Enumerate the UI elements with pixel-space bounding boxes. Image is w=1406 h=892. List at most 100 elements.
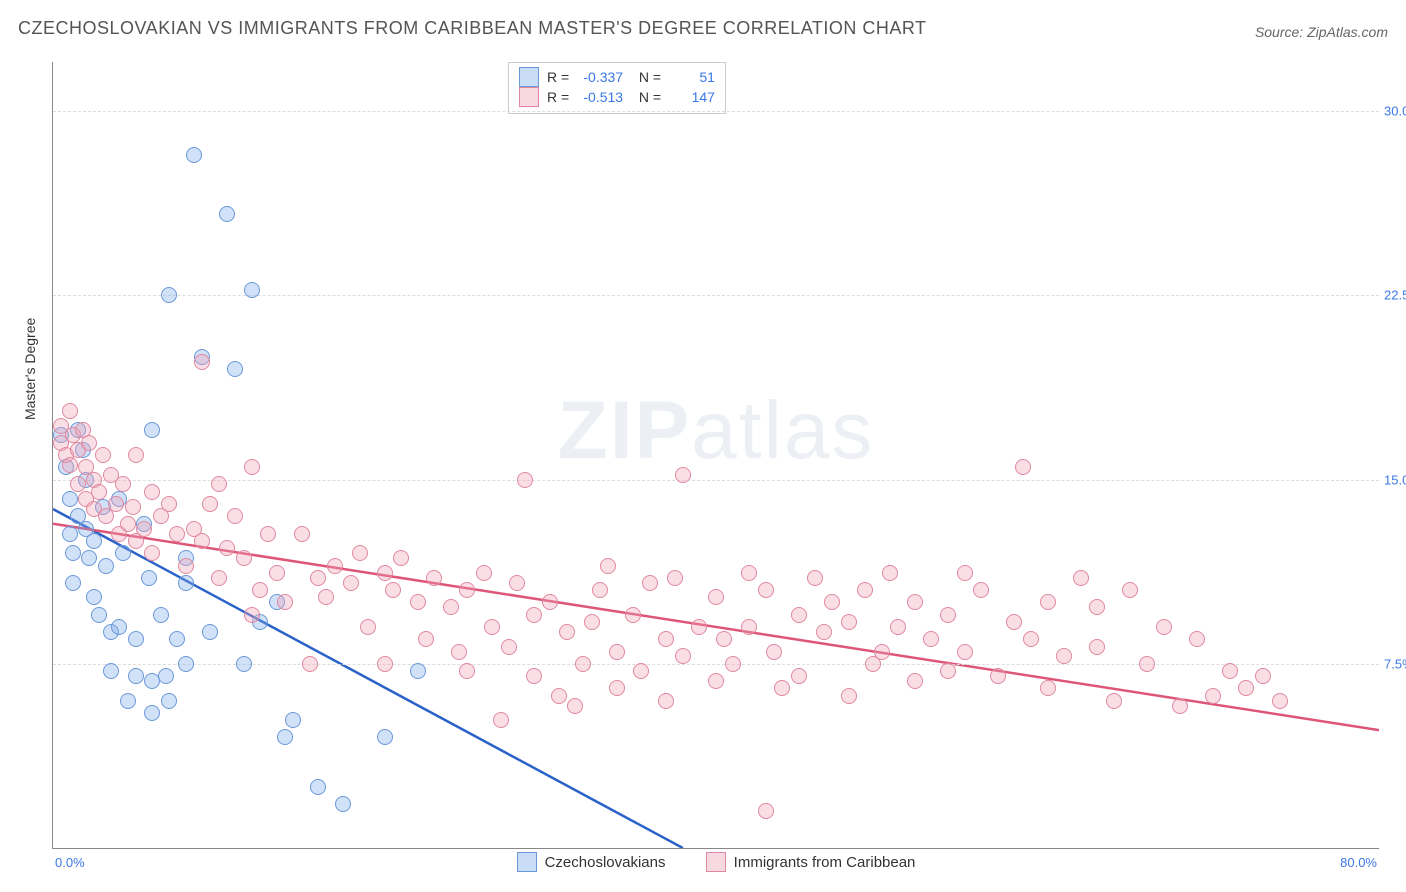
data-point (675, 467, 691, 483)
data-point (81, 550, 97, 566)
data-point (144, 484, 160, 500)
data-point (186, 147, 202, 163)
data-point (675, 648, 691, 664)
y-axis-title: Master's Degree (22, 318, 38, 420)
data-point (940, 607, 956, 623)
data-point (584, 614, 600, 630)
data-point (807, 570, 823, 586)
data-point (609, 644, 625, 660)
data-point (327, 558, 343, 574)
data-point (1238, 680, 1254, 696)
data-point (178, 575, 194, 591)
data-point (824, 594, 840, 610)
data-point (542, 594, 558, 610)
data-point (1040, 680, 1056, 696)
data-point (1205, 688, 1221, 704)
data-point (990, 668, 1006, 684)
data-point (1015, 459, 1031, 475)
data-point (302, 656, 318, 672)
data-point (774, 680, 790, 696)
data-point (194, 533, 210, 549)
stat-n-label: N = 51 (631, 69, 715, 85)
stat-r-value: -0.337 (573, 69, 623, 85)
data-point (501, 639, 517, 655)
data-point (169, 526, 185, 542)
data-point (111, 619, 127, 635)
data-point (1189, 631, 1205, 647)
data-point (385, 582, 401, 598)
data-point (459, 582, 475, 598)
data-point (907, 594, 923, 610)
data-point (526, 607, 542, 623)
watermark: ZIPatlas (558, 384, 875, 478)
data-point (202, 496, 218, 512)
data-point (377, 565, 393, 581)
data-point (493, 712, 509, 728)
stat-n-value: 51 (665, 69, 715, 85)
y-axis-tick-label: 30.0% (1384, 104, 1406, 119)
data-point (194, 354, 210, 370)
data-point (120, 516, 136, 532)
data-point (907, 673, 923, 689)
swatch-icon (517, 852, 537, 872)
data-point (227, 361, 243, 377)
data-point (410, 594, 426, 610)
data-point (62, 403, 78, 419)
data-point (141, 570, 157, 586)
data-point (600, 558, 616, 574)
data-point (1089, 639, 1105, 655)
gridline (53, 664, 1379, 665)
stat-r-label: R = -0.337 (547, 69, 623, 85)
trend-lines (53, 62, 1379, 848)
data-point (691, 619, 707, 635)
data-point (716, 631, 732, 647)
data-point (559, 624, 575, 640)
data-point (310, 570, 326, 586)
data-point (451, 644, 467, 660)
data-point (62, 526, 78, 542)
data-point (841, 614, 857, 630)
data-point (178, 558, 194, 574)
data-point (318, 589, 334, 605)
data-point (236, 550, 252, 566)
gridline (53, 480, 1379, 481)
data-point (443, 599, 459, 615)
data-point (227, 508, 243, 524)
data-point (178, 656, 194, 672)
data-point (377, 729, 393, 745)
data-point (882, 565, 898, 581)
data-point (136, 521, 152, 537)
legend-item: Czechoslovakians (517, 852, 666, 872)
data-point (609, 680, 625, 696)
stat-n-label: N = 147 (631, 89, 715, 105)
legend-stats-row: R = -0.513 N = 147 (519, 87, 715, 107)
data-point (70, 476, 86, 492)
data-point (725, 656, 741, 672)
watermark-zip: ZIP (558, 385, 692, 476)
data-point (484, 619, 500, 635)
data-point (144, 422, 160, 438)
data-point (459, 663, 475, 679)
data-point (128, 447, 144, 463)
data-point (658, 693, 674, 709)
data-point (128, 668, 144, 684)
data-point (551, 688, 567, 704)
data-point (91, 484, 107, 500)
page: CZECHOSLOVAKIAN VS IMMIGRANTS FROM CARIB… (0, 0, 1406, 892)
stat-n-value: 147 (665, 89, 715, 105)
data-point (95, 447, 111, 463)
data-point (410, 663, 426, 679)
data-point (277, 729, 293, 745)
data-point (1139, 656, 1155, 672)
data-point (65, 575, 81, 591)
data-point (857, 582, 873, 598)
data-point (758, 582, 774, 598)
swatch-icon (706, 852, 726, 872)
data-point (86, 533, 102, 549)
data-point (211, 570, 227, 586)
data-point (1156, 619, 1172, 635)
legend-series: Czechoslovakians Immigrants from Caribbe… (53, 852, 1379, 876)
data-point (335, 796, 351, 812)
legend-item: Immigrants from Caribbean (706, 852, 916, 872)
data-point (377, 656, 393, 672)
